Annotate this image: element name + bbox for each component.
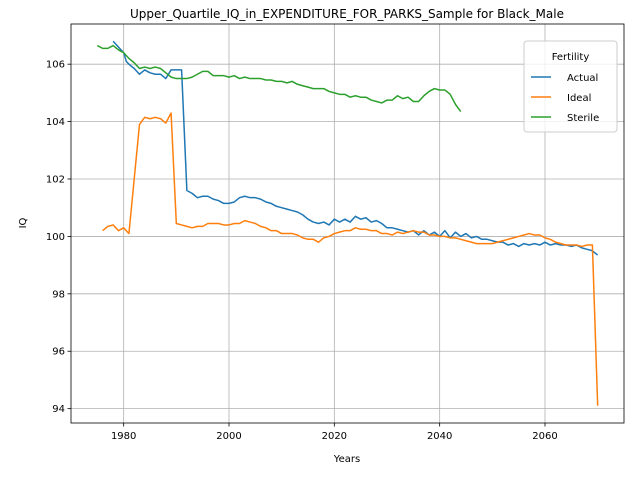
legend-label-ideal: Ideal: [567, 93, 591, 104]
y-tick-label: 104: [46, 117, 65, 128]
x-tick-label: 1980: [111, 431, 136, 442]
legend-items: Actual Ideal Sterile: [531, 73, 599, 124]
y-tick-label: 100: [46, 232, 65, 243]
legend-label-sterile: Sterile: [567, 113, 599, 124]
series-line-ideal: [102, 112, 599, 406]
y-tick-label: 106: [46, 60, 65, 71]
x-axis-label: Years: [333, 454, 360, 465]
x-tick-label: 2040: [427, 431, 452, 442]
legend-box: [523, 40, 618, 133]
series-line-actual: [112, 40, 599, 256]
series-lines: [96, 40, 599, 406]
x-tick-label: 2060: [532, 431, 557, 442]
legend-label-actual: Actual: [567, 73, 598, 84]
y-tick-label: 94: [52, 404, 65, 415]
y-axis-label: IQ: [18, 217, 29, 228]
x-tick-label: 2020: [322, 431, 347, 442]
chart-title: Upper_Quartile_IQ_in_EXPENDITURE_FOR_PAR…: [130, 7, 564, 21]
legend: Fertility Actual Ideal Sterile: [523, 40, 618, 133]
y-tick-label: 102: [46, 175, 65, 186]
x-tick-label: 2000: [216, 431, 241, 442]
legend-title: Fertility: [552, 52, 590, 63]
y-tick-label: 98: [52, 289, 65, 300]
y-tick-label: 96: [52, 347, 65, 358]
axis-ticks: 1980 2000 2020 2040 2060 94 96 98 100 102 104 106: [46, 60, 558, 442]
plot-frame: [70, 23, 625, 424]
series-line-sterile: [96, 44, 462, 112]
